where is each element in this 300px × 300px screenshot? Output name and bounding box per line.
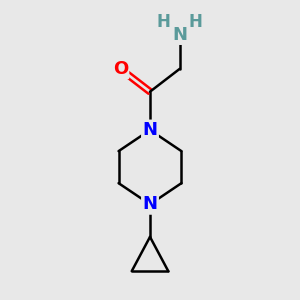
Text: N: N: [142, 195, 158, 213]
Text: N: N: [142, 121, 158, 139]
Text: H: H: [189, 13, 203, 31]
Text: H: H: [157, 13, 171, 31]
Text: O: O: [113, 60, 128, 78]
Text: N: N: [172, 26, 187, 44]
